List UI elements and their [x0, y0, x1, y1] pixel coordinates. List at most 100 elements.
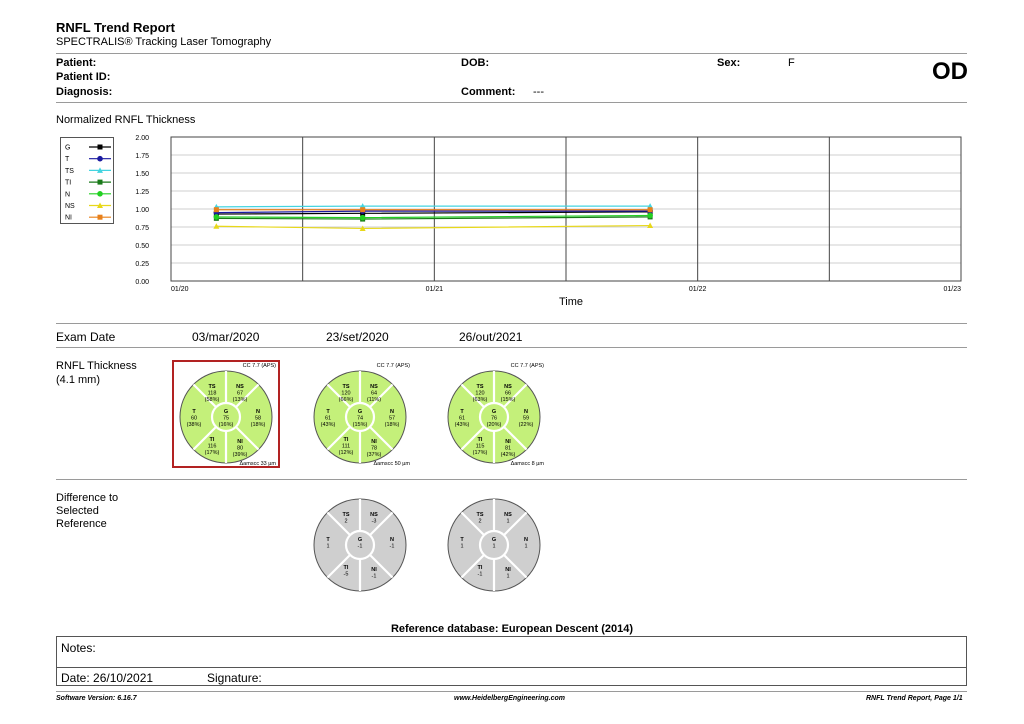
sector-divider: [326, 554, 351, 579]
sector-divider: [460, 383, 485, 408]
dob-label: DOB:: [461, 57, 490, 69]
sector-value-ts: 2: [478, 519, 481, 525]
legend-marker-g: [97, 144, 103, 150]
y-tick-label: 0.75: [135, 225, 149, 232]
sector-divider: [192, 426, 217, 451]
sector-pct-ni: (42%): [501, 452, 516, 458]
sector-value-n: -1: [390, 544, 395, 550]
sector-pct-t: (43%): [455, 422, 470, 428]
sector-divider: [235, 426, 260, 451]
inner-circle: [344, 529, 376, 561]
legend-marker-t: [97, 155, 103, 162]
legend-label: T: [65, 156, 70, 163]
diff-label-2: Selected: [56, 505, 99, 517]
sector-pct-ts: (58%): [205, 397, 220, 403]
series-line-ts: [216, 205, 651, 208]
amscc-value: Δamscc 50 µm: [374, 461, 411, 467]
exam-date-2: 23/set/2020: [326, 330, 389, 344]
sector-divider: [369, 426, 394, 451]
sector-value-ni: 78: [371, 446, 377, 452]
sector-pct-n: (18%): [251, 422, 266, 428]
sector-label-ns: NS: [504, 384, 512, 390]
classification-cc: CC 7.7 (APS): [243, 363, 276, 369]
sector-divider: [235, 383, 260, 408]
legend-label: G: [65, 145, 70, 152]
legend-label: TS: [65, 168, 74, 175]
sector-label-t: T: [326, 537, 330, 543]
sector-value-ni: -1: [372, 574, 377, 580]
signature-label: Signature:: [207, 671, 262, 685]
sector-pct-ts: (63%): [473, 397, 488, 403]
page-label: RNFL Trend Report, Page 1/1: [866, 695, 963, 702]
notes-box: Notes: Date: 26/10/2021 Signature:: [56, 636, 967, 686]
sector-value-ns: 64: [371, 391, 377, 397]
sector-divider: [460, 511, 485, 536]
sector-divider: [326, 383, 351, 408]
sector-divider: [460, 426, 485, 451]
sector-label-t: T: [192, 409, 196, 415]
sector-pct-ni: (37%): [367, 452, 382, 458]
legend-marker-ni: [97, 214, 103, 220]
sector-value-ts: 120: [475, 391, 484, 397]
y-tick-label: 1.50: [135, 171, 149, 178]
sector-value-ns: 66: [505, 391, 511, 397]
y-tick-label: 0.50: [135, 243, 149, 250]
sector-value-g: 74: [357, 416, 363, 422]
chart-title: Normalized RNFL Thickness: [56, 114, 196, 126]
sector-divider: [192, 383, 217, 408]
exam-date-label: Exam Date: [56, 330, 116, 344]
sector-value-ni: 1: [506, 574, 509, 580]
legend-marker-ts: [97, 167, 103, 173]
sector-pct-ti: (17%): [205, 450, 220, 456]
rnfl-section-sublabel: (4.1 mm): [56, 374, 100, 386]
data-point-n: [359, 214, 366, 221]
sector-label-ni: NI: [505, 439, 511, 445]
data-point-ni: [647, 207, 653, 213]
rnfl-circle-1-svg: TS118(58%)NS67(13%)T60(38%)G75(16%)N58(1…: [179, 363, 276, 467]
legend-marker-ti: [97, 179, 103, 185]
diff-label-3: Reference: [56, 518, 107, 530]
sector-label-ti: TI: [478, 565, 483, 571]
sector-value-t: 60: [191, 416, 197, 422]
sector-label-ns: NS: [370, 384, 378, 390]
sector-value-n: 1: [524, 544, 527, 550]
sector-label-ti: TI: [344, 565, 349, 571]
inner-circle: [210, 401, 242, 433]
rnfl-circle-3: TS 120 (63%) NS 66 (15%) T 61 (43%) G 76 (20%) N 59 (2…: [440, 360, 548, 468]
y-tick-label: 0.25: [135, 261, 149, 268]
data-point-ni: [360, 207, 366, 213]
data-point-ns: [647, 222, 654, 229]
sector-divider: [369, 383, 394, 408]
x-tick-label: 01/20: [171, 286, 189, 293]
sector-divider: [503, 554, 528, 579]
sector-divider: [369, 554, 394, 579]
classification-cc: CC 7.7 (APS): [377, 363, 410, 369]
x-tick-label: 01/21: [426, 286, 444, 293]
sector-value-g: 76: [491, 416, 497, 422]
sector-label-ti: TI: [478, 437, 483, 443]
sector-pct-ns: (11%): [367, 397, 381, 403]
sector-value-t: 1: [326, 544, 329, 550]
data-point-ni: [213, 207, 219, 213]
sector-divider: [326, 511, 351, 536]
reference-database: Reference database: European Descent (20…: [390, 623, 634, 635]
sector-value-g: 1: [492, 544, 495, 550]
sector-value-t: 1: [460, 544, 463, 550]
sector-label-g: G: [358, 409, 362, 415]
x-tick-label: 01/23: [943, 286, 961, 293]
x-axis-label: Time: [559, 296, 583, 308]
y-tick-label: 0.00: [135, 279, 149, 286]
sector-label-ts: TS: [476, 384, 483, 390]
software-version: Software Version: 6.16.7: [56, 695, 137, 702]
sector-pct-t: (38%): [187, 422, 202, 428]
sector-label-ns: NS: [370, 512, 378, 518]
report-title: RNFL Trend Report: [56, 20, 175, 35]
exam-date-3: 26/out/2021: [459, 330, 523, 344]
sector-value-g: 75: [223, 416, 229, 422]
chart-legend: G T TS TI N NS NI: [60, 137, 114, 224]
diagnosis-label: Diagnosis:: [56, 86, 113, 98]
y-tick-label: 1.75: [135, 153, 149, 160]
rnfl-circle-2-svg: TS120(66%)NS64(11%)T61(43%)G74(15%)N57(1…: [313, 363, 411, 467]
